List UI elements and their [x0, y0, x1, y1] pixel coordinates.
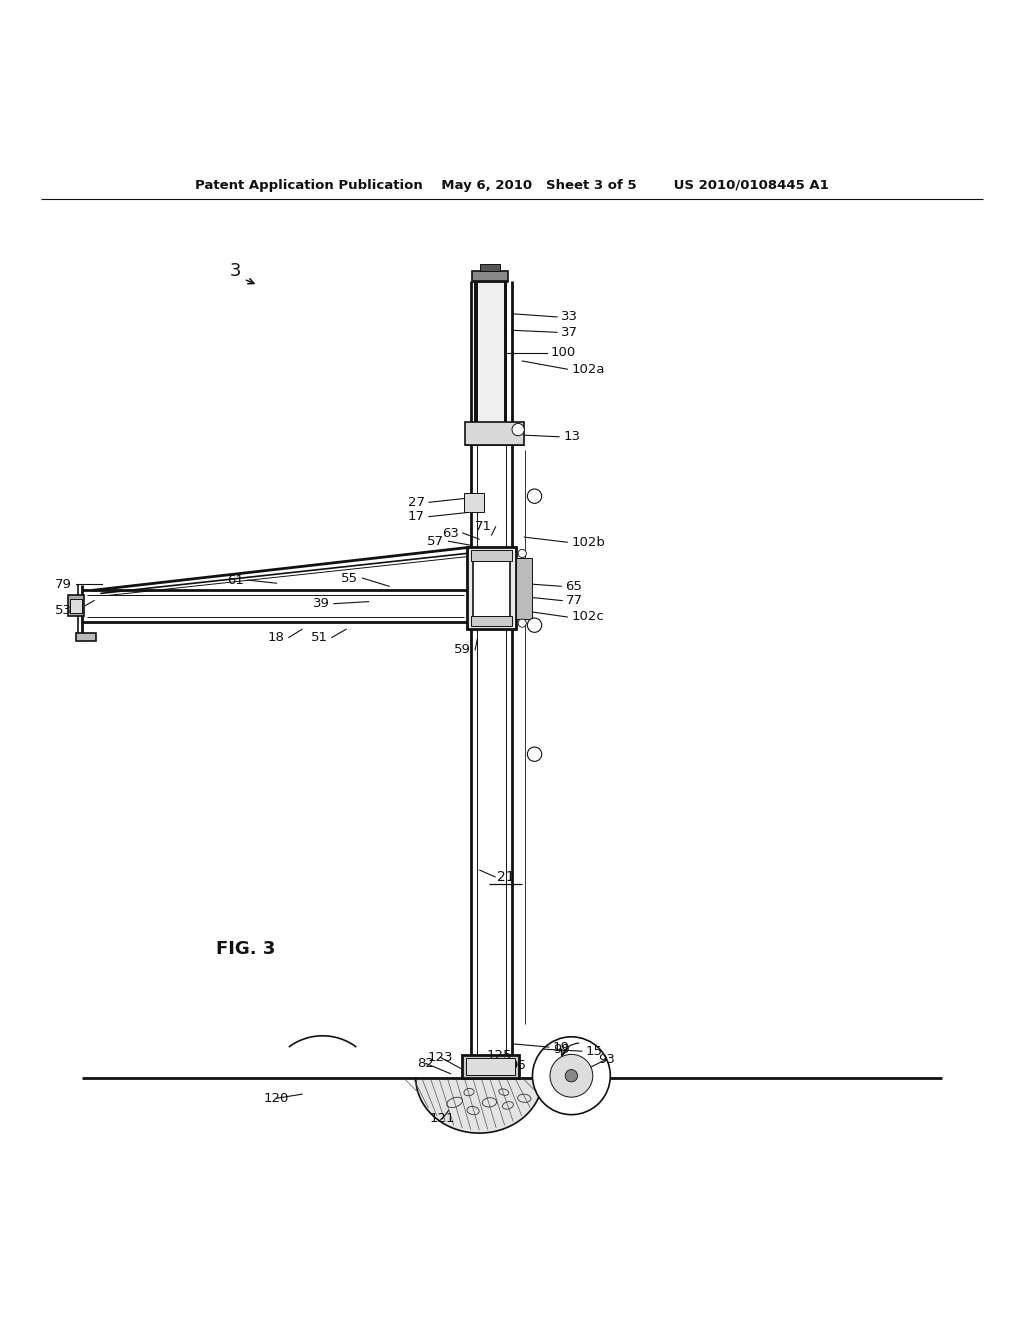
Text: 102a: 102a: [571, 363, 605, 376]
Text: 102c: 102c: [571, 610, 604, 623]
Bar: [466, 1059, 514, 1074]
Text: 102b: 102b: [571, 536, 605, 549]
Bar: [516, 557, 532, 619]
Bar: [472, 271, 508, 281]
Text: 61: 61: [227, 574, 244, 586]
Bar: [471, 616, 512, 626]
Text: 33: 33: [561, 310, 579, 323]
Circle shape: [532, 1036, 610, 1114]
Text: 3: 3: [229, 261, 242, 280]
Text: 55: 55: [341, 572, 358, 585]
Text: 93: 93: [598, 1053, 614, 1065]
Text: 17: 17: [408, 510, 425, 523]
Text: 77: 77: [566, 594, 584, 607]
Text: 125: 125: [487, 1049, 512, 1061]
Text: 100: 100: [551, 346, 577, 359]
Circle shape: [550, 1055, 593, 1097]
Bar: [475, 281, 505, 434]
Bar: [473, 560, 510, 616]
Text: 65: 65: [565, 579, 582, 593]
Text: 53: 53: [54, 605, 72, 618]
Bar: [70, 598, 82, 612]
Text: 63: 63: [442, 527, 459, 540]
Text: 99: 99: [553, 1043, 569, 1056]
Text: 19: 19: [553, 1040, 569, 1053]
Text: 51: 51: [310, 631, 328, 644]
Text: 21: 21: [497, 870, 515, 884]
Text: 37: 37: [561, 326, 579, 339]
Text: 121: 121: [430, 1113, 455, 1125]
Text: 59: 59: [455, 643, 471, 656]
Text: 15: 15: [586, 1044, 603, 1057]
Circle shape: [518, 549, 526, 557]
Text: Patent Application Publication    May 6, 2010   Sheet 3 of 5        US 2010/0108: Patent Application Publication May 6, 20…: [196, 180, 828, 193]
Text: 39: 39: [313, 597, 330, 610]
Bar: [68, 595, 84, 616]
Circle shape: [527, 747, 542, 762]
Circle shape: [527, 488, 542, 503]
Bar: [76, 634, 96, 640]
Text: 13: 13: [563, 430, 581, 444]
Bar: [471, 550, 512, 561]
Bar: [465, 422, 524, 445]
Text: 71: 71: [474, 520, 492, 533]
Circle shape: [512, 424, 524, 436]
Circle shape: [565, 1069, 578, 1082]
Bar: [462, 1055, 518, 1078]
Circle shape: [527, 618, 542, 632]
Text: 18: 18: [268, 631, 285, 644]
Text: 96: 96: [509, 1059, 525, 1072]
Bar: [467, 548, 516, 630]
Circle shape: [518, 619, 526, 627]
Text: FIG. 3: FIG. 3: [216, 940, 275, 958]
Text: 27: 27: [408, 496, 425, 508]
Text: 79: 79: [55, 578, 72, 591]
Bar: [464, 494, 484, 512]
Text: 82: 82: [418, 1057, 434, 1071]
Polygon shape: [416, 1078, 543, 1133]
Text: 57: 57: [427, 535, 444, 548]
Text: 120: 120: [264, 1092, 289, 1105]
Bar: [480, 264, 500, 271]
Text: 123: 123: [428, 1051, 453, 1064]
